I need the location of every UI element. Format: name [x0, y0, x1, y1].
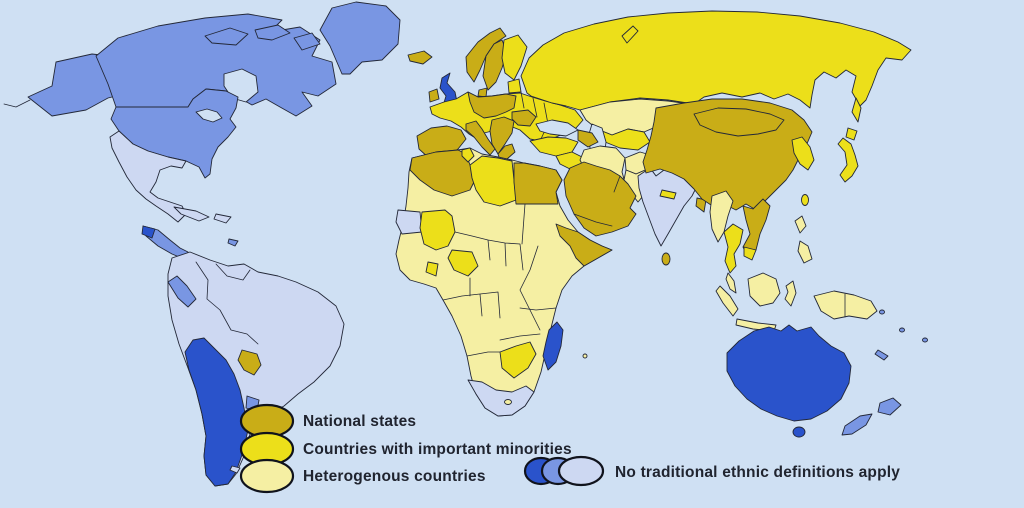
border-venezuela	[215, 263, 251, 281]
region-morocco-algeria	[409, 149, 477, 197]
region-botswana-zimbabwe	[499, 341, 537, 379]
region-finland	[501, 34, 528, 81]
region-caucasus	[577, 129, 599, 148]
region-laos-vietnam	[742, 198, 771, 258]
region-new-caledonia	[874, 349, 889, 361]
region-mauritius	[582, 353, 588, 359]
region-sakhalin	[851, 97, 862, 123]
region-tunisia	[461, 147, 475, 163]
region-mauritania	[395, 209, 423, 235]
region-baltic-states	[507, 78, 522, 94]
great-lakes	[195, 108, 223, 123]
region-iceland	[407, 50, 433, 65]
region-cuba	[173, 206, 210, 222]
south-america	[167, 251, 345, 487]
region-russia	[520, 10, 912, 111]
region-taiwan	[801, 194, 809, 206]
region-turkey	[529, 136, 579, 157]
region-sweden	[482, 39, 508, 91]
region-india	[637, 167, 699, 247]
region-guatemala	[141, 225, 156, 239]
border-yemen-oman	[573, 175, 621, 227]
region-pacific-islands	[879, 309, 885, 315]
region-thailand	[723, 223, 744, 274]
region-philippines	[794, 215, 807, 234]
north-america	[3, 1, 401, 260]
region-japan-hokkaido	[845, 127, 858, 141]
region-trinidad	[227, 238, 239, 247]
north-asia	[520, 10, 912, 163]
border-sahel	[442, 203, 557, 357]
africa	[395, 147, 613, 417]
region-madagascar	[542, 321, 564, 371]
region-tasmania	[792, 426, 806, 438]
region-malaysia	[725, 272, 737, 294]
region-arctic-islands	[204, 27, 249, 46]
region-hispaniola	[213, 213, 232, 224]
region-lesotho	[504, 399, 512, 405]
region-ecuador	[167, 275, 197, 308]
region-nepal	[659, 189, 677, 200]
region-australia	[726, 324, 852, 422]
region-indonesia-sulawesi	[784, 280, 797, 307]
region-ghana	[425, 261, 439, 277]
region-new-zealand-north	[877, 397, 902, 416]
black-sea	[535, 119, 579, 137]
region-falkland-islands	[229, 465, 241, 474]
legend-label-no-definitions: No traditional ethnic definitions apply	[615, 464, 900, 481]
region-pacific-islands	[922, 337, 928, 343]
region-pacific-islands	[899, 327, 905, 333]
region-balkans	[489, 116, 515, 155]
region-russia-novaya-zemlya	[621, 25, 639, 44]
region-philippines	[797, 240, 813, 264]
region-japan	[837, 137, 859, 183]
legend-swatch-no-definitions-light	[557, 455, 605, 487]
legend-label-important-minorities: Countries with important minorities	[303, 441, 572, 458]
region-new-zealand-south	[841, 413, 873, 436]
region-korea	[791, 136, 815, 171]
oceania	[582, 309, 928, 438]
region-indonesia-borneo	[747, 272, 781, 307]
region-mali	[419, 209, 456, 251]
region-arctic-islands	[293, 32, 321, 51]
region-new-guinea	[813, 290, 878, 320]
legend-no-definitions: No traditional ethnic definitions apply	[523, 455, 900, 487]
east-asia	[642, 98, 878, 332]
region-indonesia-sumatra	[715, 285, 739, 317]
region-sri-lanka	[661, 252, 671, 266]
region-romania	[511, 109, 537, 127]
region-mexico	[109, 130, 187, 223]
region-arctic-islands	[254, 24, 291, 41]
legend-swatch-heterogenous	[239, 458, 295, 494]
region-mongolia	[693, 107, 785, 137]
region-greenland	[319, 1, 401, 75]
border-colombia-brazil	[195, 261, 259, 345]
region-south-africa	[467, 379, 535, 417]
region-italy	[465, 120, 496, 156]
legend-label-national-states: National states	[303, 413, 416, 430]
legend-ethnic-categories: National states Countries with important…	[239, 403, 572, 494]
region-egypt	[513, 162, 563, 205]
region-nigeria	[447, 249, 479, 277]
legend-label-heterogenous: Heterogenous countries	[303, 468, 486, 485]
region-ireland	[428, 88, 440, 103]
region-cambodia	[743, 246, 757, 261]
aleutian-tail	[3, 99, 31, 108]
region-eritrea-somalia	[555, 223, 613, 267]
region-germany-poland-central-europe	[467, 91, 517, 119]
region-argentina-chile	[184, 337, 249, 487]
middle-east-south-asia	[529, 136, 707, 266]
region-paraguay	[237, 349, 262, 376]
